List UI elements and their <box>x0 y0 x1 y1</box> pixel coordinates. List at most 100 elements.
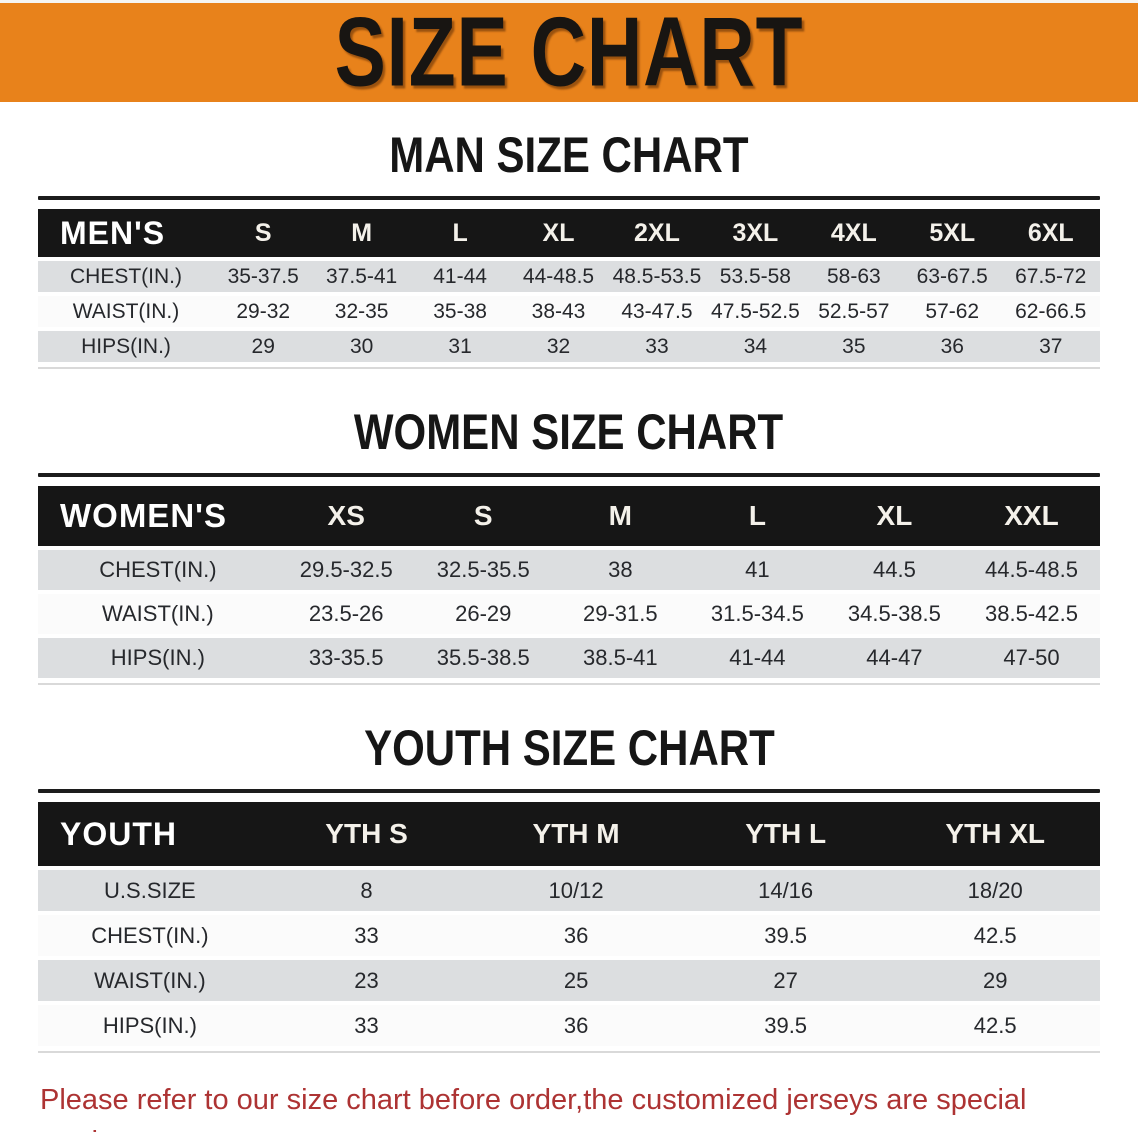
cell-value: 29-31.5 <box>551 594 689 634</box>
cell-value: 23 <box>261 960 472 1001</box>
youth-table-top-rule <box>38 789 1100 793</box>
cell-value: 32-35 <box>312 296 411 327</box>
table-row: WAIST(IN.) 29-32 32-35 35-38 38-43 43-47.5 47.… <box>38 296 1100 327</box>
table-header-label: MEN'S <box>38 209 214 257</box>
youth-size-table: YOUTH YTH S YTH M YTH L YTH XL U.S.SIZE 8 10/12… <box>38 798 1100 1050</box>
row-label: CHEST(IN.) <box>38 550 278 590</box>
cell-value: 38.5-41 <box>551 638 689 678</box>
table-row: CHEST(IN.) 29.5-32.5 32.5-35.5 38 41 44.5 44.5… <box>38 550 1100 590</box>
cell-value: 38-43 <box>509 296 608 327</box>
cell-value: 39.5 <box>680 1005 891 1046</box>
cell-value: 67.5-72 <box>1001 261 1100 292</box>
size-column-header: M <box>551 486 689 546</box>
table-header-row: YOUTH YTH S YTH M YTH L YTH XL <box>38 802 1100 866</box>
cell-value: 44.5-48.5 <box>962 550 1100 590</box>
women-table-top-rule <box>38 473 1100 477</box>
cell-value: 34 <box>706 331 805 362</box>
cell-value: 52.5-57 <box>804 296 904 327</box>
size-column-header: XL <box>825 486 963 546</box>
row-label: U.S.SIZE <box>38 870 262 911</box>
youth-size-chart-heading-text: YOUTH SIZE CHART <box>363 720 775 776</box>
cell-value: 33-35.5 <box>277 638 415 678</box>
size-column-header: M <box>312 209 411 257</box>
cell-value: 53.5-58 <box>706 261 805 292</box>
table-row: CHEST(IN.) 33 36 39.5 42.5 <box>38 915 1100 956</box>
cell-value: 29-32 <box>213 296 313 327</box>
cell-value: 31.5-34.5 <box>688 594 826 634</box>
man-size-chart-heading-text: MAN SIZE CHART <box>389 127 749 183</box>
men-table-bottom-rule <box>38 367 1100 369</box>
cell-value: 36 <box>471 1005 681 1046</box>
cell-value: 43-47.5 <box>607 296 707 327</box>
size-column-header: 5XL <box>903 209 1002 257</box>
cell-value: 35 <box>804 331 904 362</box>
table-row: CHEST(IN.) 35-37.5 37.5-41 41-44 44-48.5 48.5… <box>38 261 1100 292</box>
men-size-table: MEN'S S M L XL 2XL 3XL 4XL 5XL 6XL CHEST(IN.) 35-37… <box>38 205 1100 366</box>
size-column-header: L <box>410 209 510 257</box>
cell-value: 34.5-38.5 <box>825 594 963 634</box>
women-table-bottom-rule <box>38 683 1100 685</box>
women-size-table: WOMEN'S XS S M L XL XXL CHEST(IN.) 29.5-32.5 32.5… <box>38 482 1100 682</box>
men-table-top-rule <box>38 196 1100 200</box>
size-column-header: YTH M <box>471 802 681 866</box>
row-label: WAIST(IN.) <box>38 594 278 634</box>
size-column-header: 6XL <box>1001 209 1100 257</box>
cell-value: 26-29 <box>414 594 552 634</box>
row-label: WAIST(IN.) <box>38 296 214 327</box>
size-column-header: XS <box>277 486 415 546</box>
size-column-header: YTH S <box>261 802 472 866</box>
cell-value: 29.5-32.5 <box>277 550 415 590</box>
cell-value: 57-62 <box>903 296 1002 327</box>
order-disclaimer: Please refer to our size chart before or… <box>40 1079 1108 1132</box>
cell-value: 32.5-35.5 <box>414 550 552 590</box>
cell-value: 33 <box>261 1005 472 1046</box>
cell-value: 47-50 <box>962 638 1100 678</box>
cell-value: 63-67.5 <box>903 261 1002 292</box>
row-label: HIPS(IN.) <box>38 638 278 678</box>
women-size-table-wrap: WOMEN'S XS S M L XL XXL CHEST(IN.) 29.5-32.5 32.5… <box>38 473 1100 685</box>
cell-value: 25 <box>471 960 681 1001</box>
women-size-chart-heading-text: WOMEN SIZE CHART <box>354 404 784 460</box>
row-label: CHEST(IN.) <box>38 915 262 956</box>
size-column-header: YTH XL <box>890 802 1100 866</box>
cell-value: 58-63 <box>804 261 904 292</box>
cell-value: 35-37.5 <box>213 261 313 292</box>
cell-value: 35-38 <box>410 296 510 327</box>
youth-size-table-wrap: YOUTH YTH S YTH M YTH L YTH XL U.S.SIZE 8 10/12… <box>38 789 1100 1053</box>
man-size-chart-heading: MAN SIZE CHART <box>0 102 1138 184</box>
cell-value: 62-66.5 <box>1001 296 1100 327</box>
youth-table-bottom-rule <box>38 1051 1100 1053</box>
cell-value: 35.5-38.5 <box>414 638 552 678</box>
table-row: HIPS(IN.) 33-35.5 35.5-38.5 38.5-41 41-44 44-… <box>38 638 1100 678</box>
women-size-chart-heading: WOMEN SIZE CHART <box>0 369 1138 461</box>
cell-value: 48.5-53.5 <box>607 261 707 292</box>
cell-value: 37 <box>1001 331 1100 362</box>
youth-size-chart-heading: YOUTH SIZE CHART <box>0 685 1138 777</box>
size-chart-banner: SIZE CHART <box>0 0 1138 102</box>
row-label: HIPS(IN.) <box>38 331 214 362</box>
size-column-header: L <box>688 486 826 546</box>
cell-value: 41-44 <box>688 638 826 678</box>
table-header-row: WOMEN'S XS S M L XL XXL <box>38 486 1100 546</box>
row-label: CHEST(IN.) <box>38 261 214 292</box>
cell-value: 10/12 <box>471 870 681 911</box>
size-column-header: XXL <box>962 486 1100 546</box>
size-column-header: 3XL <box>706 209 805 257</box>
size-column-header: S <box>213 209 313 257</box>
table-row: WAIST(IN.) 23.5-26 26-29 29-31.5 31.5-34.5 34… <box>38 594 1100 634</box>
cell-value: 44.5 <box>825 550 963 590</box>
size-column-header: S <box>414 486 552 546</box>
cell-value: 18/20 <box>890 870 1100 911</box>
cell-value: 47.5-52.5 <box>706 296 805 327</box>
cell-value: 42.5 <box>890 1005 1100 1046</box>
cell-value: 14/16 <box>680 870 891 911</box>
cell-value: 36 <box>903 331 1002 362</box>
cell-value: 33 <box>261 915 472 956</box>
cell-value: 42.5 <box>890 915 1100 956</box>
cell-value: 30 <box>312 331 411 362</box>
cell-value: 38.5-42.5 <box>962 594 1100 634</box>
cell-value: 41 <box>688 550 826 590</box>
table-row: HIPS(IN.) 33 36 39.5 42.5 <box>38 1005 1100 1046</box>
cell-value: 44-48.5 <box>509 261 608 292</box>
table-header-label: YOUTH <box>38 802 262 866</box>
